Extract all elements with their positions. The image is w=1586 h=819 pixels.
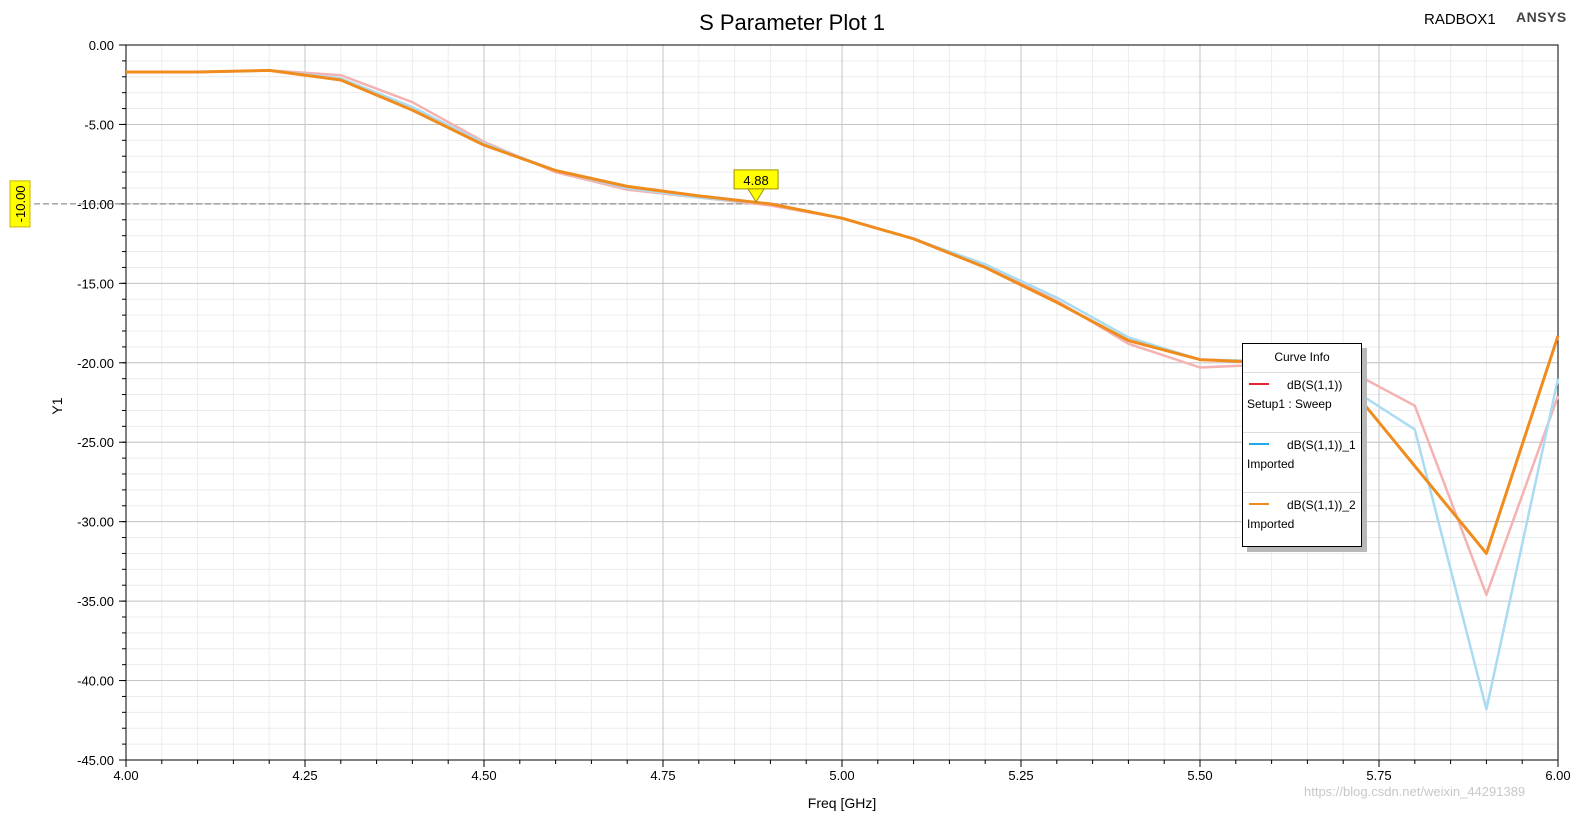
- y-tick-label: -25.00: [77, 435, 114, 450]
- legend-entry[interactable]: dB(S(1,1))_1 Imported: [1243, 433, 1361, 493]
- legend-title: Curve Info: [1243, 350, 1361, 373]
- x-tick-label: 4.00: [113, 768, 138, 783]
- reference-line-value: -10.00: [13, 185, 28, 222]
- y-tick-label: -45.00: [77, 753, 114, 768]
- marker[interactable]: 4.88: [733, 169, 779, 203]
- y-axis-label: Y1: [49, 397, 65, 414]
- x-tick-label: 5.75: [1366, 768, 1391, 783]
- legend-entry-source: Imported: [1247, 517, 1295, 531]
- y-tick-label: -15.00: [77, 276, 114, 291]
- reference-line-tag[interactable]: -10.00: [9, 180, 31, 228]
- y-tick-labels: 0.00 -5.00 -10.00 -15.00 -20.00 -25.00 -30.00 -…: [77, 38, 114, 768]
- axis-ticks: [119, 44, 1559, 767]
- legend-entry-name: dB(S(1,1))_2: [1287, 498, 1356, 512]
- brand-logo: ANSYS: [1516, 9, 1567, 25]
- legend-entry-source: Imported: [1247, 457, 1295, 471]
- curve-info-legend[interactable]: Curve Info dB(S(1,1)) Setup1 : Sweep dB(…: [1242, 343, 1362, 547]
- legend-swatch: [1249, 383, 1269, 385]
- y-tick-label: -20.00: [77, 356, 114, 371]
- x-tick-label: 5.50: [1187, 768, 1212, 783]
- legend-entry-name: dB(S(1,1))_1: [1287, 438, 1356, 452]
- legend-swatch: [1249, 443, 1269, 445]
- legend-swatch: [1249, 503, 1269, 505]
- y-tick-label: -35.00: [77, 594, 114, 609]
- x-tick-labels: 4.00 4.25 4.50 4.75 5.00 5.25 5.50 5.75 6.00: [113, 768, 1570, 783]
- y-tick-label: -40.00: [77, 674, 114, 689]
- x-tick-label: 5.25: [1008, 768, 1033, 783]
- legend-entry[interactable]: dB(S(1,1)) Setup1 : Sweep: [1243, 373, 1361, 433]
- x-tick-label: 5.00: [829, 768, 854, 783]
- x-tick-label: 6.00: [1545, 768, 1570, 783]
- x-axis-label: Freq [GHz]: [808, 795, 876, 811]
- legend-entry-source: Setup1 : Sweep: [1247, 397, 1332, 411]
- chart-title: S Parameter Plot 1: [699, 10, 885, 35]
- legend-entry[interactable]: dB(S(1,1))_2 Imported: [1243, 493, 1361, 552]
- marker-label: 4.88: [743, 173, 768, 188]
- x-tick-label: 4.75: [650, 768, 675, 783]
- x-tick-label: 4.25: [292, 768, 317, 783]
- x-tick-label: 4.50: [471, 768, 496, 783]
- y-tick-label: -10.00: [77, 197, 114, 212]
- watermark: https://blog.csdn.net/weixin_44291389: [1304, 784, 1526, 799]
- y-tick-label: -5.00: [84, 117, 114, 132]
- project-name: RADBOX1: [1424, 11, 1496, 28]
- y-tick-label: 0.00: [89, 38, 114, 53]
- legend-entry-name: dB(S(1,1)): [1287, 378, 1343, 392]
- y-tick-label: -30.00: [77, 515, 114, 530]
